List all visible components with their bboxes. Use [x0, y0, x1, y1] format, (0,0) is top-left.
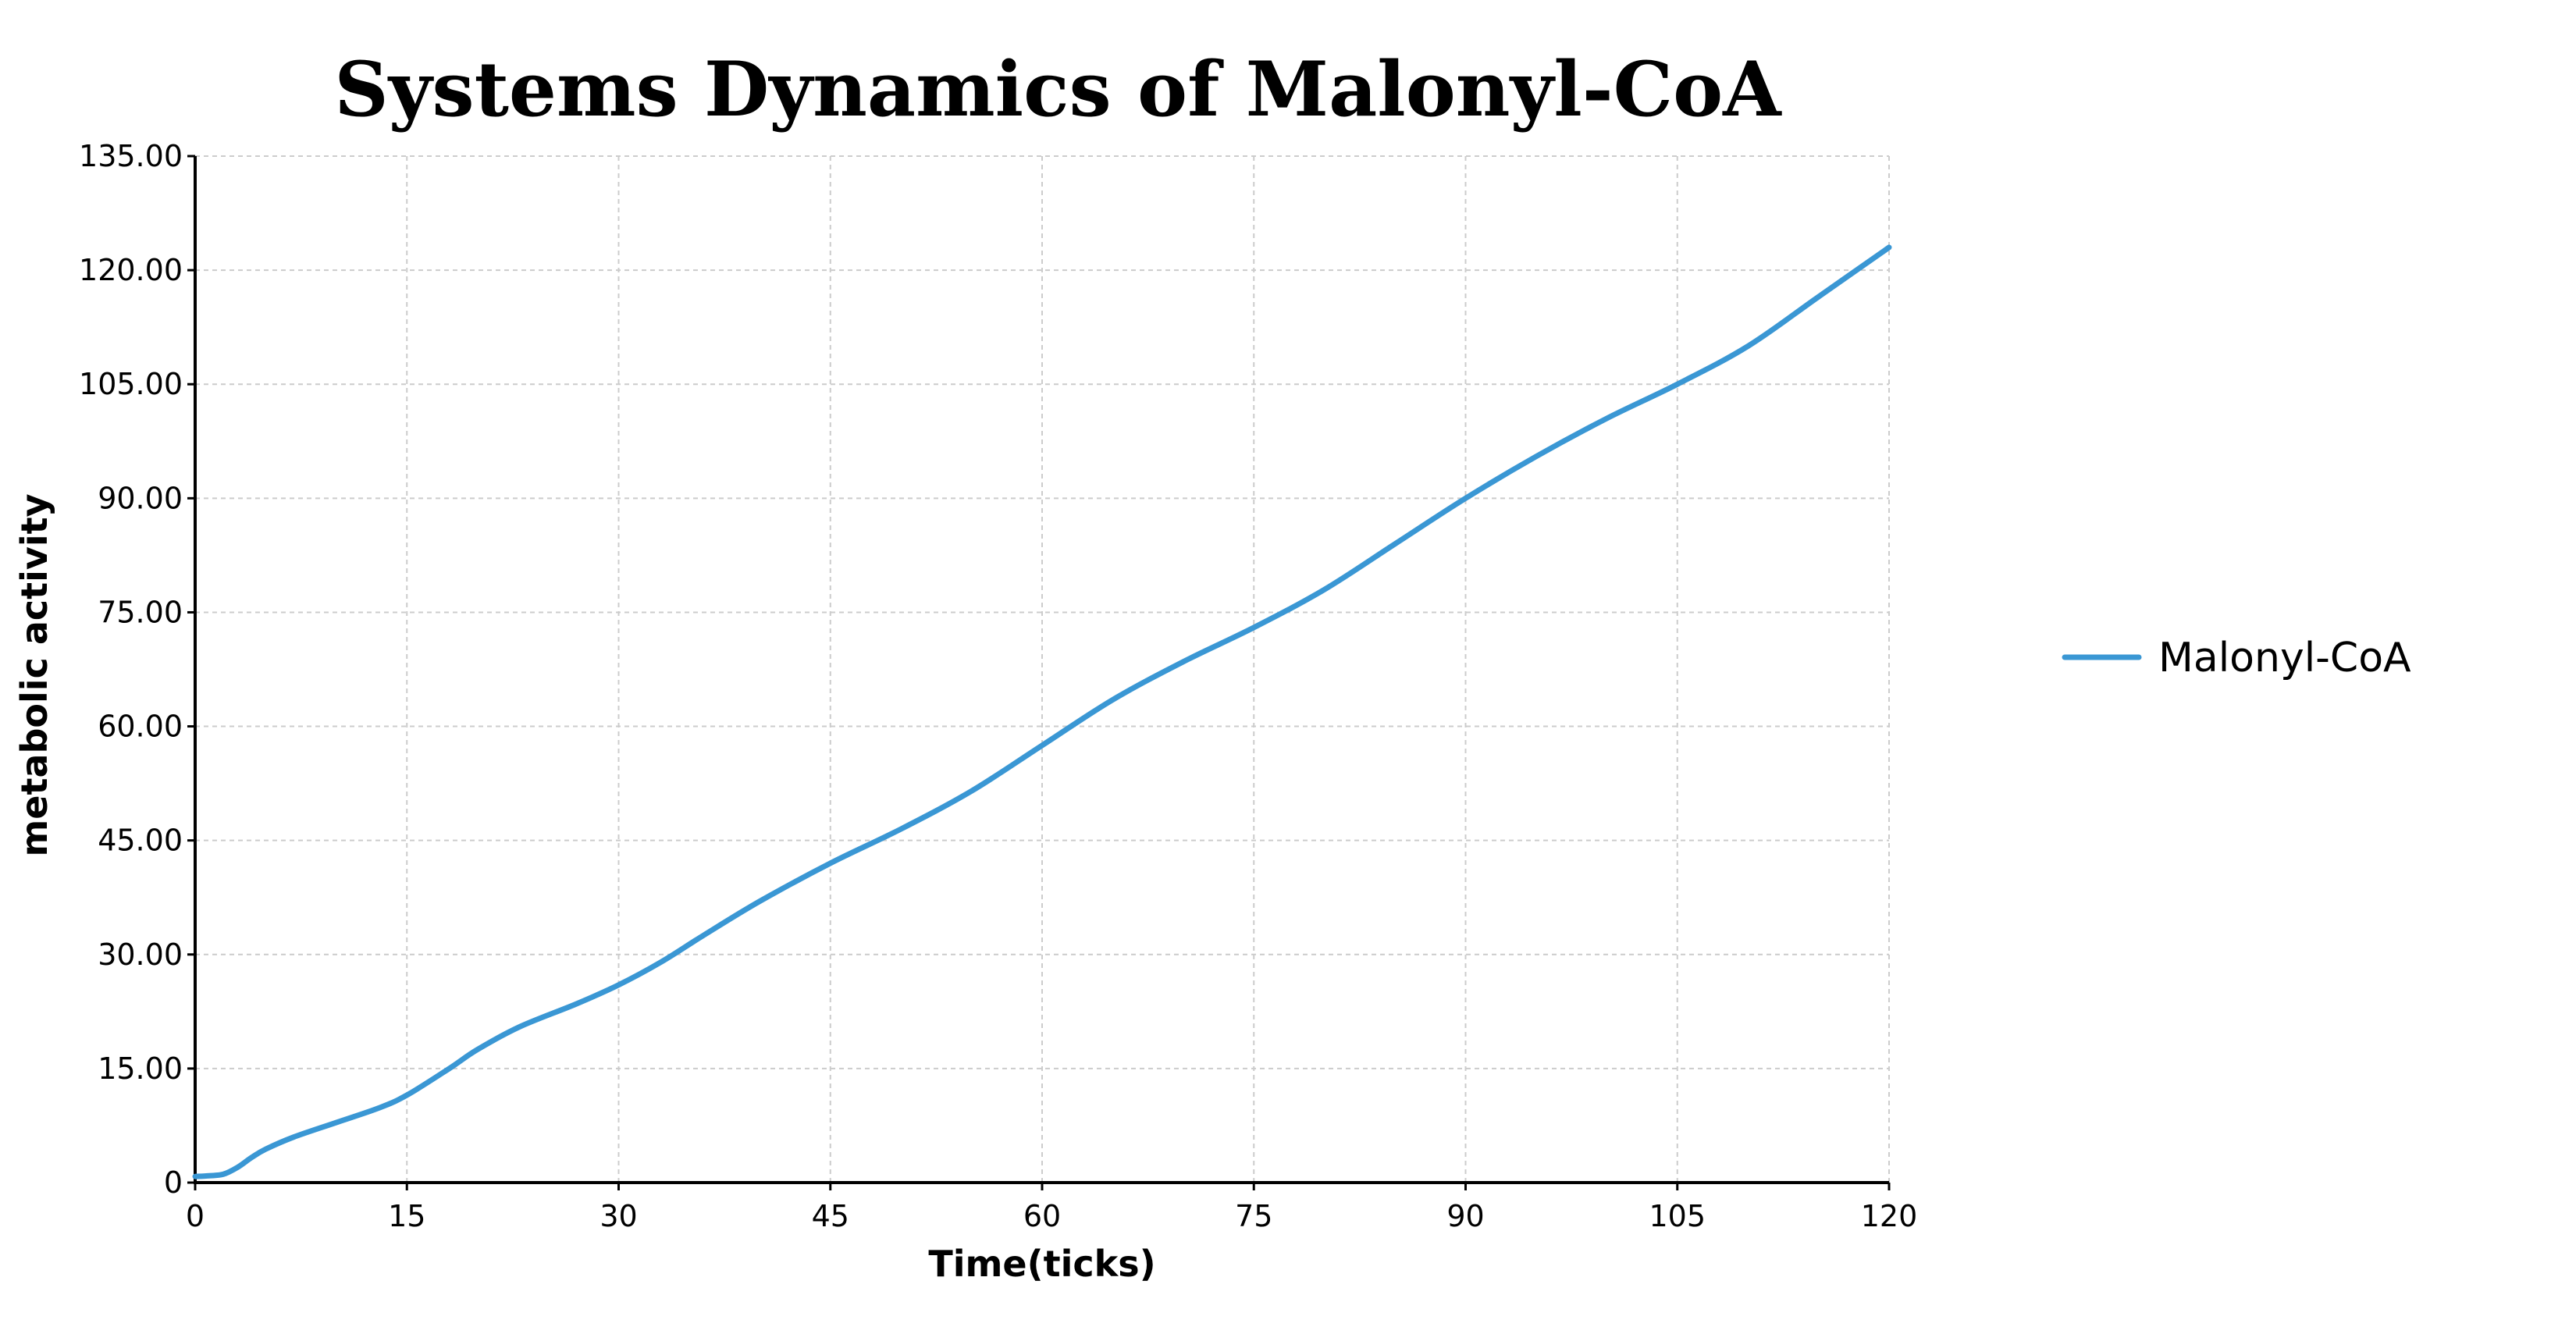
x-tick-label: 120 [1861, 1199, 1918, 1233]
legend-label: Malonyl-CoA [2158, 635, 2411, 681]
x-tick-label: 75 [1235, 1199, 1272, 1233]
y-tick-label: 135.00 [79, 139, 183, 173]
y-tick-label: 60.00 [98, 710, 183, 744]
x-tick-label: 105 [1649, 1199, 1706, 1233]
y-tick-label: 105.00 [79, 367, 183, 401]
tick-labels: 0 15.00 30.00 45.00 60.00 75.00 90.00 105.00 120… [79, 139, 1917, 1233]
y-tick-label: 75.00 [98, 595, 183, 629]
chart-title: Systems Dynamics of Malonyl-CoA [334, 45, 1782, 133]
x-tick-label: 90 [1446, 1199, 1484, 1233]
y-tick-label: 120.00 [79, 253, 183, 287]
y-tick-label: 45.00 [98, 824, 183, 858]
x-tick-label: 15 [388, 1199, 425, 1233]
x-tick-label: 30 [600, 1199, 637, 1233]
x-tick-label: 60 [1023, 1199, 1061, 1233]
axes [194, 156, 1889, 1184]
series [192, 244, 1892, 1179]
y-axis-label: metabolic activity [13, 493, 55, 856]
legend: Malonyl-CoA [2062, 635, 2411, 681]
y-tick-label: 0 [164, 1165, 183, 1200]
x-tick-label: 45 [812, 1199, 849, 1233]
y-tick-label: 90.00 [98, 481, 183, 515]
grid [195, 155, 1890, 1183]
x-axis-label: Time(ticks) [928, 1243, 1155, 1285]
x-tick-label: 0 [186, 1199, 205, 1233]
series-line [192, 244, 1892, 1179]
y-tick-label: 30.00 [98, 937, 183, 972]
y-tick-label: 15.00 [98, 1051, 183, 1086]
